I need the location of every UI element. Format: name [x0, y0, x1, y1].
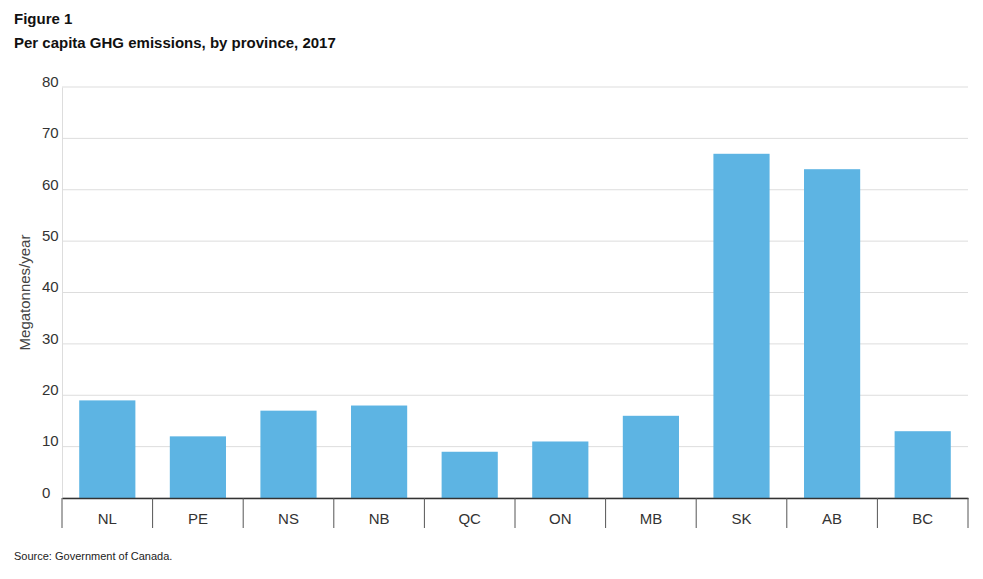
- x-tick-label: NL: [98, 510, 117, 527]
- x-tick-label: ON: [549, 510, 572, 527]
- category-divider: [62, 498, 63, 528]
- y-tick: 70: [42, 124, 62, 141]
- x-tick-label: BC: [912, 510, 933, 527]
- bar: [713, 154, 769, 498]
- category-divider: [877, 498, 878, 528]
- category-dividers: [62, 498, 968, 528]
- x-tick: MB: [640, 498, 663, 527]
- plot: 0 10 20 30 40 50 60 70 80 NL PE NS NB QC ON MB SK AB BC: [42, 73, 969, 528]
- x-tick: AB: [822, 498, 842, 527]
- x-tick: PE: [188, 498, 208, 527]
- category-divider: [333, 498, 334, 528]
- bar: [623, 416, 679, 498]
- y-tick-label: 40: [42, 278, 59, 295]
- y-tick-label: 0: [42, 484, 50, 501]
- y-tick-label: 80: [42, 73, 59, 90]
- bar: [351, 406, 407, 498]
- x-tick-label: MB: [640, 510, 663, 527]
- y-tick: 0: [42, 484, 62, 501]
- bar: [442, 452, 498, 498]
- y-tick-label: 30: [42, 330, 59, 347]
- category-divider: [152, 498, 153, 528]
- x-tick-label: NS: [278, 510, 299, 527]
- category-divider: [786, 498, 787, 528]
- bar: [260, 411, 316, 498]
- y-tick: 50: [42, 227, 62, 244]
- x-tick: BC: [912, 498, 933, 527]
- category-divider: [968, 498, 969, 528]
- x-tick: QC: [458, 498, 481, 527]
- x-tick: NB: [369, 498, 390, 527]
- y-axis: 0 10 20 30 40 50 60 70 80: [42, 73, 63, 501]
- bar: [79, 400, 135, 498]
- x-tick-label: QC: [458, 510, 481, 527]
- chart: Figure 1 Per capita GHG emissions, by pro…: [0, 0, 983, 579]
- x-tick: SK: [731, 498, 751, 527]
- y-axis-title: Megatonnes/year: [16, 235, 33, 351]
- bar: [532, 441, 588, 498]
- x-tick-label: AB: [822, 510, 842, 527]
- y-tick: 10: [42, 432, 62, 449]
- x-tick: NL: [98, 498, 117, 527]
- grid-line: [62, 87, 968, 88]
- y-tick: 40: [42, 278, 62, 295]
- y-tick-label: 10: [42, 432, 59, 449]
- title: Figure 1: [14, 10, 72, 27]
- x-axis: NL PE NS NB QC ON MB SK AB BC: [62, 498, 969, 528]
- x-tick-label: SK: [731, 510, 751, 527]
- y-tick-label: 70: [42, 124, 59, 141]
- y-tick: 60: [42, 176, 62, 193]
- y-tick-label: 20: [42, 381, 59, 398]
- bar: [804, 169, 860, 498]
- y-tick-label: 50: [42, 227, 59, 244]
- x-tick-label: PE: [188, 510, 208, 527]
- category-divider: [605, 498, 606, 528]
- bar: [170, 436, 226, 498]
- bars: [79, 154, 951, 498]
- grid: [62, 87, 968, 498]
- x-tick: NS: [278, 498, 299, 527]
- y-axis-line: [62, 88, 63, 499]
- y-tick-label: 60: [42, 176, 59, 193]
- source: Source: Government of Canada.: [14, 550, 172, 562]
- y-tick: 30: [42, 330, 62, 347]
- category-divider: [696, 498, 697, 528]
- category-divider: [243, 498, 244, 528]
- y-tick: 20: [42, 381, 62, 398]
- grid-line: [62, 138, 968, 139]
- subtitle: Per capita GHG emissions, by province, 2…: [14, 34, 336, 51]
- y-tick: 80: [42, 73, 62, 90]
- bar: [895, 431, 951, 498]
- category-divider: [515, 498, 516, 528]
- category-divider: [424, 498, 425, 528]
- x-tick-label: NB: [369, 510, 390, 527]
- x-tick: ON: [549, 498, 572, 527]
